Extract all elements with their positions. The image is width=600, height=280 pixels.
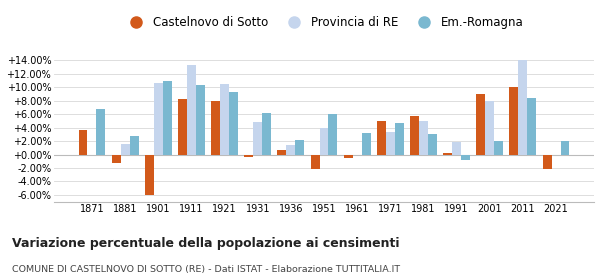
Bar — [560, 141, 569, 155]
Bar — [163, 81, 172, 155]
Bar — [386, 132, 395, 155]
Bar — [311, 155, 320, 169]
Bar — [377, 121, 386, 155]
Bar — [79, 130, 88, 155]
Bar — [187, 65, 196, 155]
Bar — [295, 140, 304, 155]
Bar — [362, 133, 371, 155]
Text: COMUNE DI CASTELNOVO DI SOTTO (RE) - Dati ISTAT - Elaborazione TUTTITALIA.IT: COMUNE DI CASTELNOVO DI SOTTO (RE) - Dat… — [12, 265, 400, 274]
Bar — [196, 85, 205, 155]
Bar — [262, 113, 271, 155]
Bar — [518, 60, 527, 155]
Bar — [527, 98, 536, 155]
Bar — [121, 144, 130, 155]
Bar — [485, 101, 494, 155]
Bar — [542, 155, 551, 169]
Text: Variazione percentuale della popolazione ai censimenti: Variazione percentuale della popolazione… — [12, 237, 400, 249]
Bar — [452, 143, 461, 155]
Bar — [344, 155, 353, 158]
Bar — [154, 83, 163, 155]
Bar — [244, 155, 253, 157]
Bar — [220, 84, 229, 155]
Bar — [461, 155, 470, 160]
Bar — [112, 155, 121, 163]
Bar — [494, 141, 503, 155]
Bar — [145, 155, 154, 195]
Bar — [277, 150, 286, 155]
Bar — [253, 122, 262, 155]
Legend: Castelnovo di Sotto, Provincia di RE, Em.-Romagna: Castelnovo di Sotto, Provincia di RE, Em… — [120, 11, 528, 33]
Bar — [443, 153, 452, 155]
Bar — [320, 128, 328, 155]
Bar — [428, 134, 437, 155]
Bar — [395, 123, 404, 155]
Bar — [97, 109, 106, 155]
Bar — [476, 94, 485, 155]
Bar — [211, 101, 220, 155]
Bar — [509, 87, 518, 155]
Bar — [419, 121, 428, 155]
Bar — [328, 114, 337, 155]
Bar — [178, 99, 187, 155]
Bar — [410, 116, 419, 155]
Bar — [130, 136, 139, 155]
Bar — [286, 145, 295, 155]
Bar — [229, 92, 238, 155]
